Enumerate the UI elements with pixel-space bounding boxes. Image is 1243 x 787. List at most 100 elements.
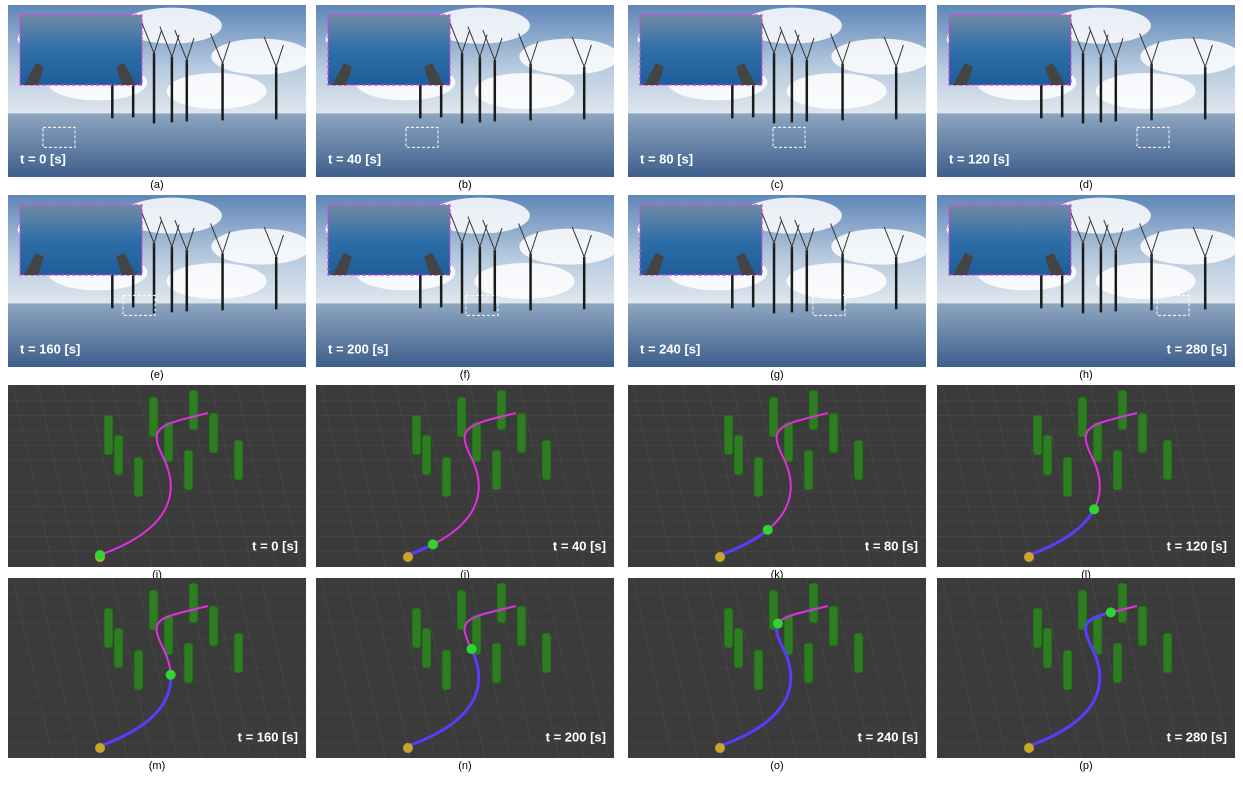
pillar (164, 422, 173, 462)
start (403, 552, 413, 562)
time-label: t = 80 [s] (640, 151, 693, 166)
cloud (167, 263, 267, 299)
sea (628, 113, 926, 177)
pillar (234, 440, 243, 480)
panel: t = 160 [s](m) (8, 578, 306, 772)
pillar (442, 457, 451, 497)
panel: t = 40 [s](b) (316, 5, 619, 191)
cloud (1096, 263, 1196, 299)
pillar (1163, 633, 1172, 673)
pillar (804, 643, 813, 683)
start (95, 743, 105, 753)
pillar (1118, 583, 1127, 623)
panel-label: (p) (1079, 760, 1092, 772)
time-label: t = 240 [s] (640, 341, 700, 356)
panel: t = 0 [s](i) (8, 385, 306, 581)
sea (8, 303, 306, 367)
time-label: t = 120 [s] (1167, 538, 1227, 553)
time-label: t = 280 [s] (1167, 341, 1227, 356)
pillar (149, 397, 158, 437)
cloud (475, 73, 575, 109)
sea (8, 113, 306, 177)
pillar (1078, 397, 1087, 437)
pillar (542, 633, 551, 673)
pillar (1063, 650, 1072, 690)
time-label: t = 120 [s] (949, 151, 1009, 166)
cloud (1140, 229, 1240, 265)
cloud (787, 73, 887, 109)
sea (628, 303, 926, 367)
pillar (134, 650, 143, 690)
panel-label: (m) (149, 760, 166, 772)
sea (937, 113, 1235, 177)
pillar (422, 628, 431, 668)
pillar (412, 608, 421, 648)
pillar (472, 422, 481, 462)
panel: t = 200 [s](n) (316, 578, 614, 772)
time-label: t = 240 [s] (858, 729, 918, 744)
pillar (497, 390, 506, 430)
panel: t = 120 [s](l) (937, 385, 1235, 581)
pillar (1033, 608, 1042, 648)
vehicle (763, 525, 773, 535)
panel-label: (f) (460, 369, 470, 381)
panel-label: (n) (458, 760, 471, 772)
panel: t = 80 [s](c) (628, 5, 931, 191)
pillar (1138, 413, 1147, 453)
panel: t = 280 [s](p) (937, 578, 1235, 772)
pillar (149, 590, 158, 630)
vehicle (95, 550, 105, 560)
sea (316, 303, 614, 367)
pillar (734, 435, 743, 475)
cloud (519, 229, 619, 265)
pillar (724, 608, 733, 648)
pillar (1163, 440, 1172, 480)
panel: t = 0 [s](a) (8, 5, 311, 191)
pillar (1033, 415, 1042, 455)
panel-label: (e) (150, 369, 163, 381)
pillar (234, 633, 243, 673)
pillar (164, 615, 173, 655)
pillar (1118, 390, 1127, 430)
start (1024, 552, 1034, 562)
time-label: t = 0 [s] (20, 151, 66, 166)
pillar (804, 450, 813, 490)
panel: t = 240 [s](g) (628, 195, 931, 381)
start (1024, 743, 1034, 753)
panel-label: (h) (1079, 369, 1092, 381)
sea (316, 113, 614, 177)
time-label: t = 200 [s] (328, 341, 388, 356)
pillar (492, 643, 501, 683)
vehicle (428, 539, 438, 549)
pillar (1043, 628, 1052, 668)
cloud (211, 229, 311, 265)
pillar (769, 397, 778, 437)
pillar (1113, 450, 1122, 490)
pillar (1113, 643, 1122, 683)
pillar (754, 650, 763, 690)
pillar (854, 633, 863, 673)
pillar (114, 628, 123, 668)
panel-label: (d) (1079, 179, 1092, 191)
pillar (114, 435, 123, 475)
pillar (189, 583, 198, 623)
pillar (734, 628, 743, 668)
vehicle (467, 644, 477, 654)
start (715, 743, 725, 753)
panel-label: (o) (770, 760, 783, 772)
pillar (854, 440, 863, 480)
pillar (492, 450, 501, 490)
time-label: t = 80 [s] (865, 538, 918, 553)
pillar (517, 606, 526, 646)
vehicle (773, 619, 783, 629)
pillar (442, 650, 451, 690)
pillar (209, 606, 218, 646)
pillar (104, 415, 113, 455)
pillar (189, 390, 198, 430)
time-label: t = 40 [s] (553, 538, 606, 553)
panel: t = 40 [s](j) (316, 385, 614, 581)
panel: t = 200 [s] (f) (316, 195, 619, 381)
pillar (1043, 435, 1052, 475)
cloud (167, 73, 267, 109)
pillar (809, 583, 818, 623)
